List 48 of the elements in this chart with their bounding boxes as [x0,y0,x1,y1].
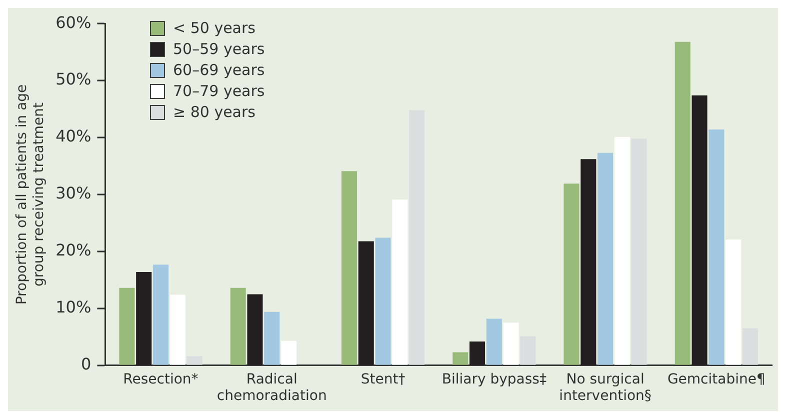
bar [598,152,614,365]
bar [247,294,263,365]
legend-label: < 50 years [173,18,256,39]
bar [264,312,280,365]
y-tick-label: 30% [56,184,92,203]
bar [726,240,742,365]
bar [170,294,186,365]
bar [580,159,596,365]
bar [452,352,468,365]
bar [341,171,357,365]
bar [486,318,502,365]
y-tick-label: 60% [56,12,92,32]
bar [469,341,486,365]
bar [409,110,425,365]
bar [564,184,580,365]
y-tick-label: 40% [56,126,92,146]
bar [119,288,135,365]
legend-label: 50–59 years [173,39,265,60]
legend-label: ≥ 80 years [173,102,256,123]
y-tick-label: 50% [56,70,92,89]
x-tick-label: Radical chemoradiation [216,371,327,404]
x-tick-label: Resection* [123,371,198,388]
bar [375,238,391,365]
legend-label: 70–79 years [173,81,265,102]
bar [631,138,647,365]
y-tick-label: 20% [56,240,92,260]
x-tick-label: Stent† [360,371,406,388]
bar [614,136,630,365]
bar [692,95,708,365]
y-tick-label: 0 [80,354,92,374]
legend-label: 60–69 years [173,60,265,81]
bar [152,264,169,365]
bar [136,272,152,365]
bar [674,42,690,365]
bar [742,328,758,365]
bar [520,336,536,365]
bar [503,322,519,365]
bar [392,200,408,365]
bar [708,130,724,365]
bar [358,241,374,365]
bar [230,288,246,365]
x-tick-label: Gemcitabine¶ [667,371,766,388]
y-axis-title: Proportion of all patients in age group receiving treatment [14,84,47,305]
y-tick-label: 10% [56,298,92,317]
x-tick-label: Biliary bypass‡ [442,371,546,388]
x-tick-label: No surgical intervention§ [559,371,652,404]
bar [186,356,202,365]
bar [280,340,297,365]
